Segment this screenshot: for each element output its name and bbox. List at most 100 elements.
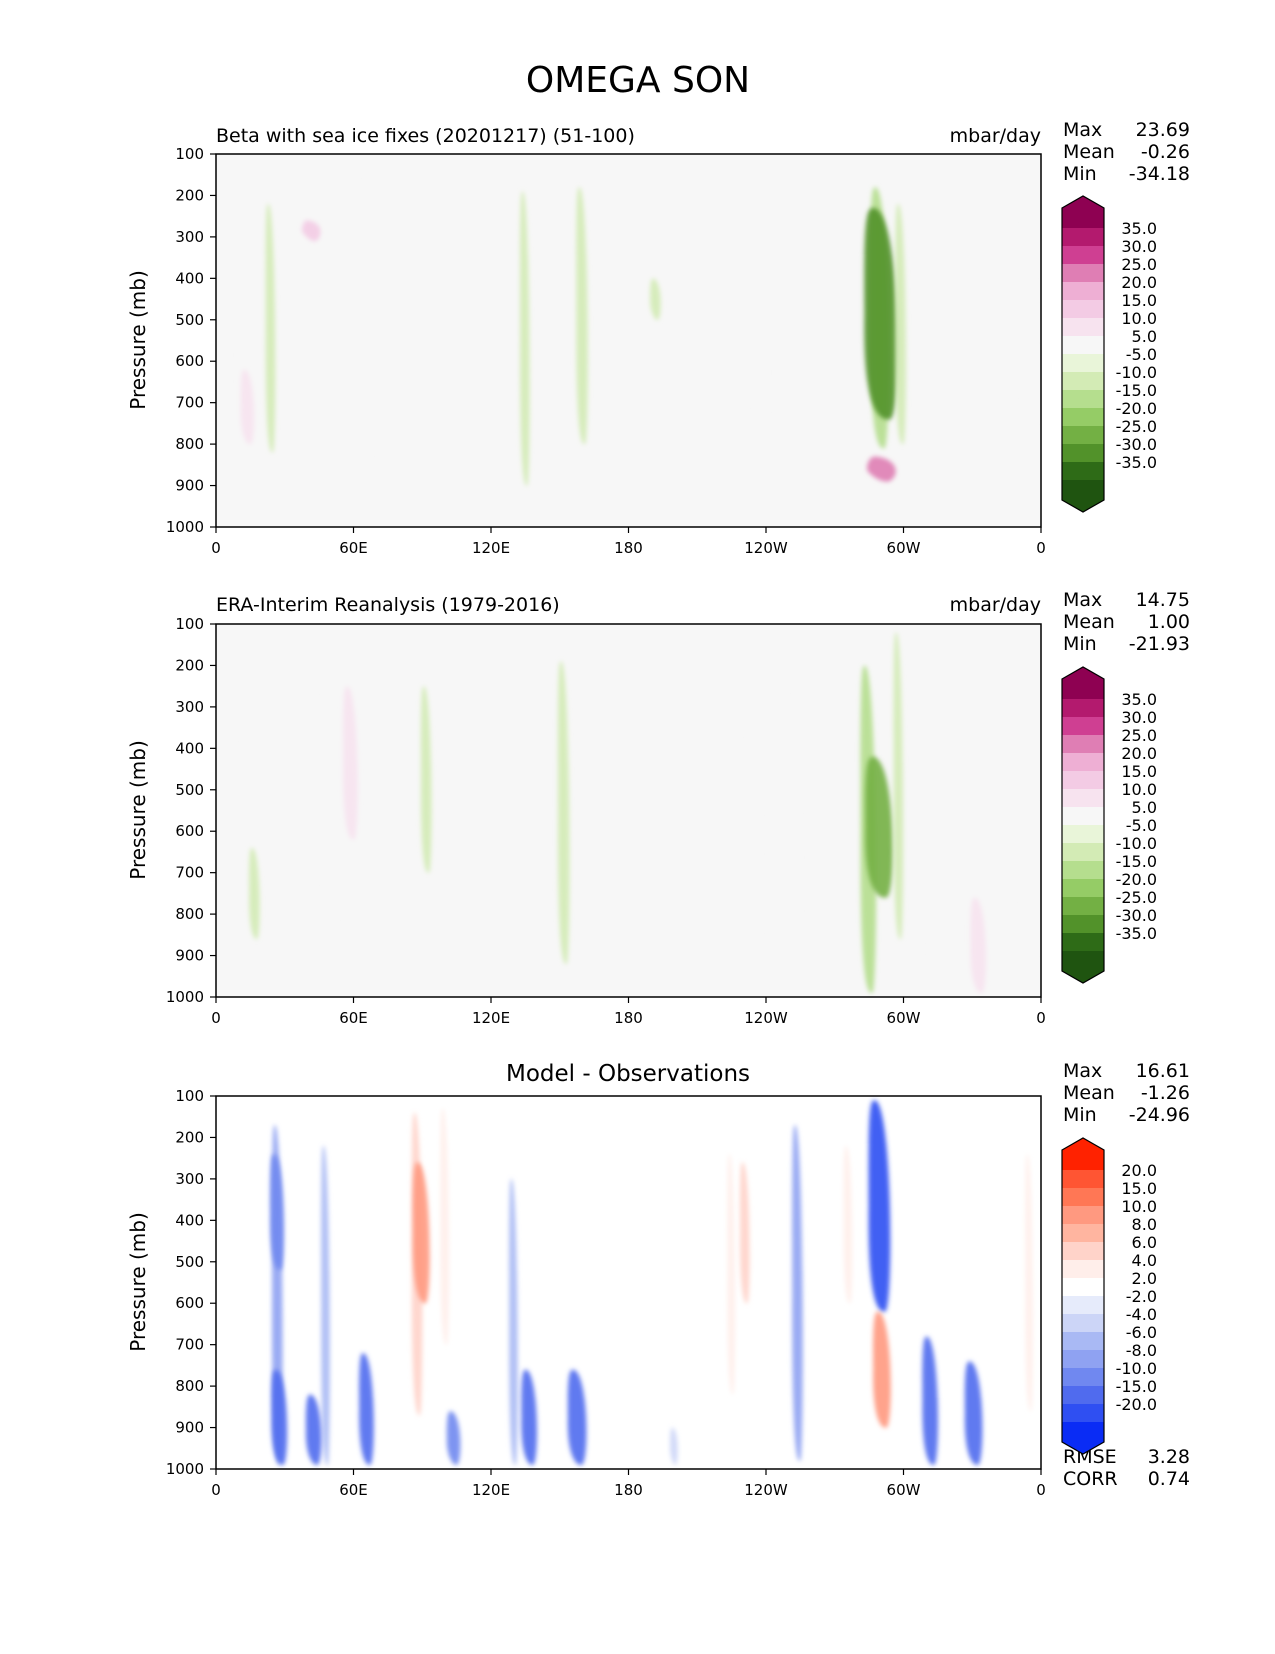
plot-frame xyxy=(215,153,1042,528)
contour-feature xyxy=(873,1311,891,1428)
contour-feature xyxy=(893,632,904,940)
panel-observations: ERA-Interim Reanalysis (1979-2016) mbar/… xyxy=(126,589,1190,1027)
x-tick-label: 120E xyxy=(472,539,510,557)
y-tick-label: 600 xyxy=(175,822,204,840)
contour-feature xyxy=(343,686,358,840)
y-tick-label: 500 xyxy=(175,311,204,329)
colorbar-segment xyxy=(1062,390,1104,409)
colorbar-segment xyxy=(1062,915,1104,934)
y-tick-label: 1000 xyxy=(166,988,204,1006)
contour-feature xyxy=(520,191,530,486)
contour-feature xyxy=(576,187,588,445)
colorbar-segment xyxy=(1062,300,1104,319)
colorbar-extend-top xyxy=(1062,667,1104,699)
colorbar-extend-top xyxy=(1062,1138,1104,1170)
colorbar-label: 15.0 xyxy=(1121,291,1157,310)
stat-value-max: 16.61 xyxy=(1136,1060,1190,1082)
x-tick-label: 120E xyxy=(472,1009,510,1027)
colorbar-segment xyxy=(1062,753,1104,772)
x-tick-label: 180 xyxy=(614,1009,643,1027)
contour-feature xyxy=(727,1154,736,1395)
colorbar-label: 20.0 xyxy=(1121,1161,1157,1180)
colorbar-extend-bottom xyxy=(1062,1422,1104,1454)
x-tick-label: 0 xyxy=(1036,539,1046,557)
contour-feature xyxy=(866,456,896,482)
x-tick-label: 0 xyxy=(1036,1481,1046,1499)
colorbar-segment xyxy=(1062,228,1104,247)
colorbar-label: -15.0 xyxy=(1116,1377,1157,1396)
colorbar-label: -5.0 xyxy=(1126,816,1157,835)
stat-value-mean: 1.00 xyxy=(1148,611,1190,633)
plot-frame xyxy=(215,1095,1042,1470)
contour-feature xyxy=(992,319,1002,478)
colorbar-label: 30.0 xyxy=(1121,237,1157,256)
colorbar-segment xyxy=(1062,462,1104,481)
colorbar-segment xyxy=(1062,1314,1104,1333)
contour-feature xyxy=(931,922,944,994)
colorbar-segment xyxy=(1062,1332,1104,1351)
panel-model: Beta with sea ice fixes (20201217) (51-1… xyxy=(126,119,1190,557)
panel-units: mbar/day xyxy=(950,594,1041,616)
stat-label-mean: Mean xyxy=(1063,611,1115,633)
contour-feature xyxy=(440,1108,450,1345)
colorbar-label: -30.0 xyxy=(1116,906,1157,925)
contour-feature xyxy=(407,207,418,312)
y-tick-label: 200 xyxy=(175,186,204,204)
colorbar-label: 2.0 xyxy=(1132,1269,1157,1288)
y-tick-label: 800 xyxy=(175,905,204,923)
contour-feature xyxy=(748,706,760,989)
contour-feature xyxy=(305,1394,322,1466)
y-tick-label: 400 xyxy=(175,1211,204,1229)
contour-feature xyxy=(509,1178,518,1466)
plot-background xyxy=(216,624,1041,997)
stat-value-min: -24.96 xyxy=(1129,1104,1190,1126)
stat-label-mean: Mean xyxy=(1063,141,1115,163)
axis-ticks: 100 200 300 400 500 600 700 800 900 1000 0 60E 120E 1… xyxy=(166,145,1046,557)
contour-field xyxy=(244,1100,1033,1466)
colorbar-segment xyxy=(1062,372,1104,391)
colorbar-extend-bottom xyxy=(1062,951,1104,983)
colorbar-label: -35.0 xyxy=(1116,924,1157,943)
colorbar-segment xyxy=(1062,843,1104,862)
colorbar-label: -10.0 xyxy=(1116,1359,1157,1378)
contour-feature xyxy=(850,207,860,420)
colorbar-segment xyxy=(1062,1224,1104,1243)
colorbar-label: -8.0 xyxy=(1126,1341,1157,1360)
colorbar-label: 20.0 xyxy=(1121,273,1157,292)
colorbar: 35.030.025.020.015.010.05.0-5.0-10.0-15.… xyxy=(1061,666,1157,984)
y-tick-label: 600 xyxy=(175,1294,204,1312)
y-tick-label: 500 xyxy=(175,1253,204,1271)
stat-label-corr: CORR xyxy=(1063,1468,1118,1490)
axis-ticks: 100 200 300 400 500 600 700 800 900 1000 0 60E 120E 1… xyxy=(166,1087,1046,1499)
contour-feature xyxy=(868,1100,891,1312)
colorbar-segment xyxy=(1062,933,1104,952)
contour-feature xyxy=(380,897,390,994)
contour-feature xyxy=(324,657,336,981)
colorbar-segment xyxy=(1062,1188,1104,1207)
plot-background xyxy=(216,1096,1041,1469)
contour-feature xyxy=(224,657,235,981)
colorbar-label: 5.0 xyxy=(1132,327,1157,346)
colorbar-segment xyxy=(1062,246,1104,265)
stat-label-min: Min xyxy=(1063,163,1097,185)
y-tick-label: 600 xyxy=(175,352,204,370)
contour-feature xyxy=(970,897,987,994)
contour-feature xyxy=(265,203,276,453)
contour-feature xyxy=(359,183,370,486)
colorbar-segment xyxy=(1062,1350,1104,1369)
stat-value-min: -34.18 xyxy=(1129,163,1190,185)
colorbar-segment xyxy=(1062,354,1104,373)
x-tick-label: 0 xyxy=(211,539,221,557)
y-tick-label: 200 xyxy=(175,656,204,674)
colorbar-label: 25.0 xyxy=(1121,726,1157,745)
x-tick-label: 180 xyxy=(614,1481,643,1499)
stat-value-mean: -0.26 xyxy=(1141,141,1190,163)
stat-value-max: 23.69 xyxy=(1136,119,1190,141)
stats-block: Max 23.69 Mean -0.26 Min -34.18 xyxy=(1063,119,1190,185)
x-tick-label: 180 xyxy=(614,539,643,557)
y-axis-label: Pressure (mb) xyxy=(126,1212,150,1352)
contour-feature xyxy=(413,1162,430,1304)
colorbar-label: 4.0 xyxy=(1132,1251,1157,1270)
stat-label-min: Min xyxy=(1063,633,1097,655)
colorbar-label: 25.0 xyxy=(1121,255,1157,274)
